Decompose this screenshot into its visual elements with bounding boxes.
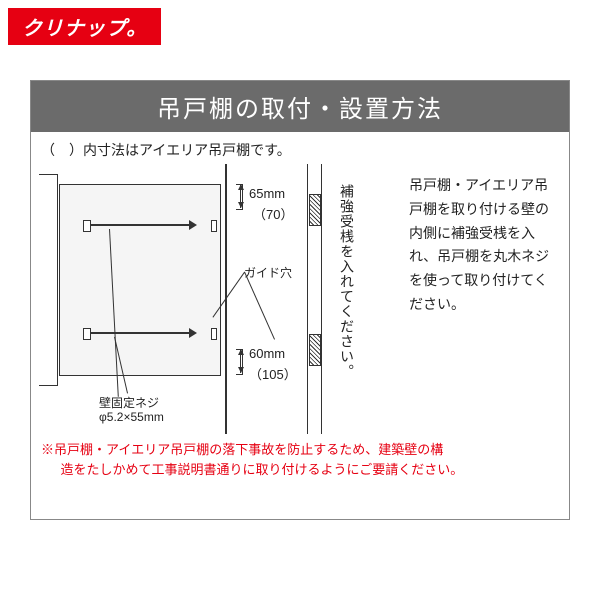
reinforcement-brace-top: [309, 194, 321, 226]
dim-top-value: 65mm: [249, 186, 285, 201]
instruction-panel: 吊戸棚の取付・設置方法 （ ）内寸法はアイエリア吊戸棚です。 65mm （70）…: [30, 80, 570, 520]
warning-footnote: ※吊戸棚・アイエリア吊戸棚の落下事故を防止するため、建築壁の構 造をたしかめて工…: [31, 434, 569, 479]
wall-screw-bottom: [89, 332, 189, 334]
guide-hole-bottom: [211, 328, 217, 340]
reinforcement-brace-bottom: [309, 334, 321, 366]
brand-logo: クリナップ。: [8, 8, 161, 45]
dim-top-alt: （70）: [253, 204, 293, 223]
wall-line-b: [321, 164, 322, 434]
guide-lead-2: [244, 272, 275, 340]
guide-hole-top: [211, 220, 217, 232]
dim-bot-alt: （105）: [249, 364, 297, 383]
installation-diagram: 65mm （70） 60mm （105） ガイド穴 壁固定ネジ φ5.2×55m…: [39, 164, 409, 434]
screw-label-1: 壁固定ネジ: [99, 394, 159, 411]
instruction-text: 吊戸棚・アイエリア吊戸棚を取り付ける壁の内側に補強受桟を入れ、吊戸棚を丸木ネジを…: [409, 164, 559, 434]
brace-instruction-vertical: 補強受桟を入れてください。: [337, 184, 357, 379]
dim-bot-value: 60mm: [249, 346, 285, 361]
subtitle: （ ）内寸法はアイエリア吊戸棚です。: [31, 132, 569, 164]
wall-screw-top: [89, 224, 189, 226]
guide-hole-label: ガイド穴: [244, 264, 292, 281]
footnote-line1: ※吊戸棚・アイエリア吊戸棚の落下事故を防止するため、建築壁の構: [41, 442, 443, 457]
screw-label-2: φ5.2×55mm: [99, 410, 164, 424]
content-row: 65mm （70） 60mm （105） ガイド穴 壁固定ネジ φ5.2×55m…: [31, 164, 569, 434]
wall-left: [39, 174, 58, 386]
page-title: 吊戸棚の取付・設置方法: [31, 81, 569, 132]
wall-line-a: [307, 164, 308, 434]
footnote-line2: 造をたしかめて工事説明書通りに取り付けるようにご要請ください。: [41, 460, 559, 480]
cabinet-body: [59, 184, 221, 376]
dim-arrow-bot: [240, 349, 241, 373]
dim-arrow-top: [240, 184, 241, 208]
